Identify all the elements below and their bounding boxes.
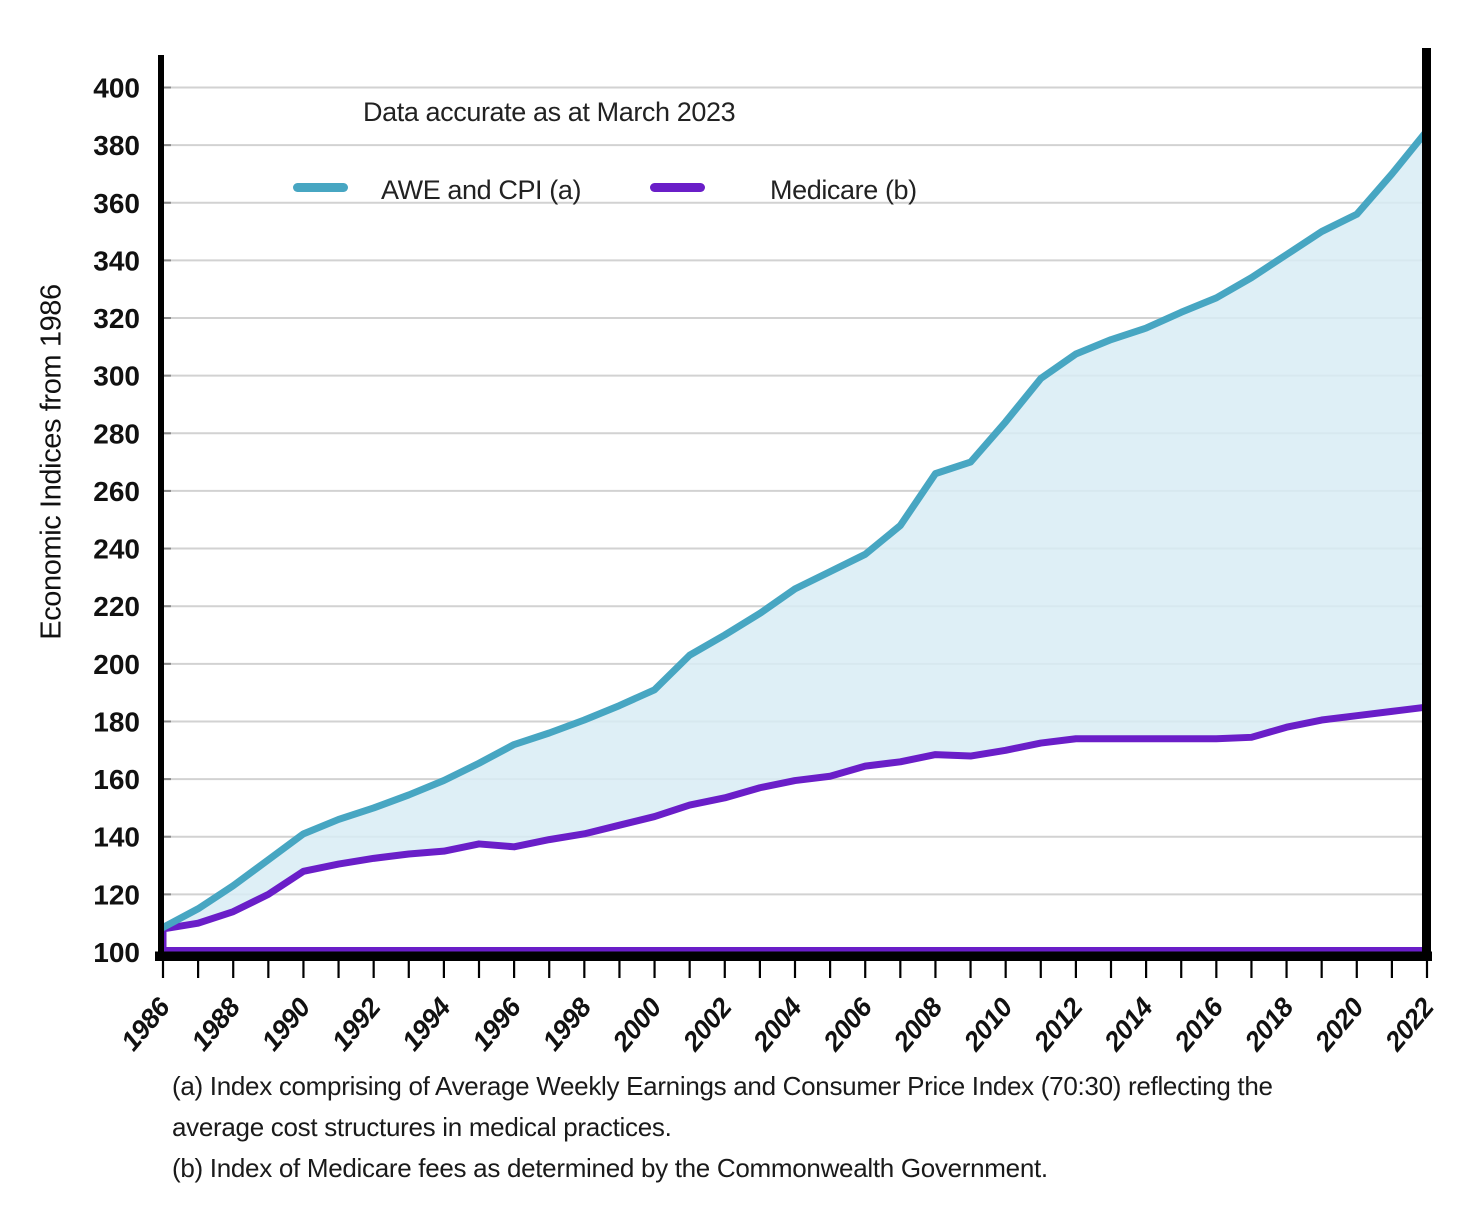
- y-tick-label: 400: [93, 72, 140, 103]
- y-tick-label: 200: [93, 649, 140, 680]
- y-tick-label: 120: [93, 879, 140, 910]
- x-tick-label: 2010: [957, 992, 1018, 1057]
- legend-swatch-awe-cpi: [293, 183, 348, 192]
- chart-note: Data accurate as at March 2023: [363, 97, 736, 127]
- y-tick-label: 220: [93, 591, 140, 622]
- x-tick-label: 1988: [186, 992, 247, 1056]
- x-tick-label: 2020: [1308, 992, 1369, 1057]
- x-tick-label: 2022: [1379, 992, 1440, 1057]
- x-tick-label: 1998: [537, 992, 598, 1056]
- x-tick-label: 1986: [115, 991, 176, 1056]
- y-tick-label: 380: [93, 130, 140, 161]
- y-tick-label: 160: [93, 764, 140, 795]
- x-tick-label: 1996: [466, 991, 527, 1056]
- x-tick-label: 1990: [256, 992, 317, 1056]
- y-axis-title: Economic Indices from 1986: [35, 284, 68, 640]
- right-spine: [1422, 48, 1431, 961]
- y-tick-label: 260: [93, 476, 140, 507]
- y-tick-label: 320: [93, 303, 140, 334]
- legend-label-awe-cpi: AWE and CPI (a): [381, 175, 582, 205]
- x-tick-label: 1992: [326, 992, 387, 1056]
- footnotes: (a) Index comprising of Average Weekly E…: [172, 1066, 1273, 1189]
- x-tick-label: 2014: [1098, 992, 1159, 1057]
- legend-label-medicare: Medicare (b): [770, 175, 917, 205]
- y-tick-label: 180: [93, 706, 140, 737]
- x-tick-label: 2016: [1168, 991, 1230, 1057]
- medicare-line: [159, 703, 1431, 954]
- y-tick-label: 140: [93, 822, 140, 853]
- x-tick-label: 2018: [1238, 992, 1299, 1057]
- x-tick-label: 2000: [606, 992, 667, 1057]
- footnote-line: (a) Index comprising of Average Weekly E…: [172, 1071, 1273, 1101]
- x-tick-label: 2012: [1028, 992, 1089, 1057]
- fill-between-band: [163, 130, 1427, 929]
- x-tick-label: 2006: [817, 991, 879, 1057]
- x-tick-label: 1994: [396, 992, 457, 1056]
- x-tick-label: 2002: [676, 992, 737, 1057]
- y-tick-label: 240: [93, 534, 140, 565]
- y-axis-spine: [158, 55, 164, 961]
- awe-cpi-line: [159, 127, 1431, 932]
- y-tick-label: 300: [93, 361, 140, 392]
- x-tick-label: 2008: [887, 992, 948, 1057]
- y-tick-label: 360: [93, 188, 140, 219]
- y-tick-label: 340: [93, 245, 140, 276]
- legend-swatch-medicare: [650, 183, 705, 192]
- legend: AWE and CPI (a) Medicare (b): [0, 173, 1476, 205]
- x-tick-label: 2004: [747, 992, 808, 1057]
- footnote-line: (b) Index of Medicare fees as determined…: [172, 1153, 1048, 1183]
- y-tick-label: 100: [93, 937, 140, 968]
- footnote-line: average cost structures in medical pract…: [172, 1112, 672, 1142]
- y-tick-label: 280: [93, 418, 140, 449]
- x-axis-spine: [155, 951, 1432, 961]
